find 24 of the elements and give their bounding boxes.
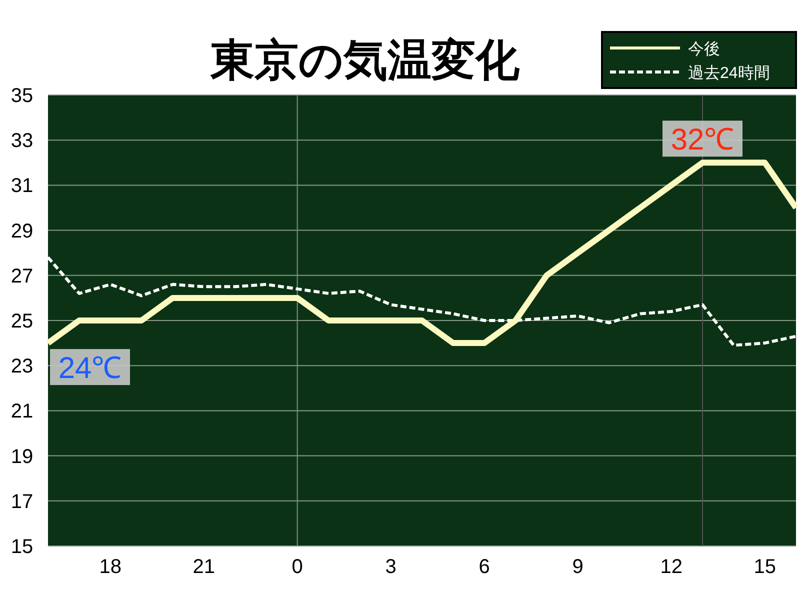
legend-label: 今後	[688, 40, 720, 58]
x-tick-label: 15	[754, 556, 776, 578]
x-tick-label: 0	[292, 556, 303, 578]
x-tick-label: 3	[385, 556, 396, 578]
y-tick-label: 25	[10, 310, 34, 332]
y-tick-label: 35	[10, 85, 34, 107]
x-tick-label: 12	[660, 556, 682, 578]
x-tick-label: 18	[99, 556, 122, 578]
chart-title: 東京の気温変化	[210, 36, 520, 85]
legend-label: 過去24時間	[688, 64, 770, 82]
y-tick-label: 31	[10, 175, 34, 198]
y-tick-label: 27	[10, 265, 34, 288]
y-tick-label: 29	[10, 220, 34, 242]
y-tick-label: 21	[10, 400, 34, 423]
y-tick-label: 17	[10, 490, 34, 513]
annotation: 24℃	[58, 352, 122, 386]
x-tick-label: 6	[478, 556, 490, 578]
x-tick-label: 9	[572, 556, 584, 578]
y-tick-label: 15	[10, 536, 34, 558]
x-tick-label: 21	[192, 556, 215, 578]
y-tick-label: 19	[10, 446, 34, 468]
y-tick-label: 33	[10, 130, 34, 152]
annotation: 32℃	[670, 124, 734, 157]
y-tick-label: 23	[10, 356, 34, 378]
